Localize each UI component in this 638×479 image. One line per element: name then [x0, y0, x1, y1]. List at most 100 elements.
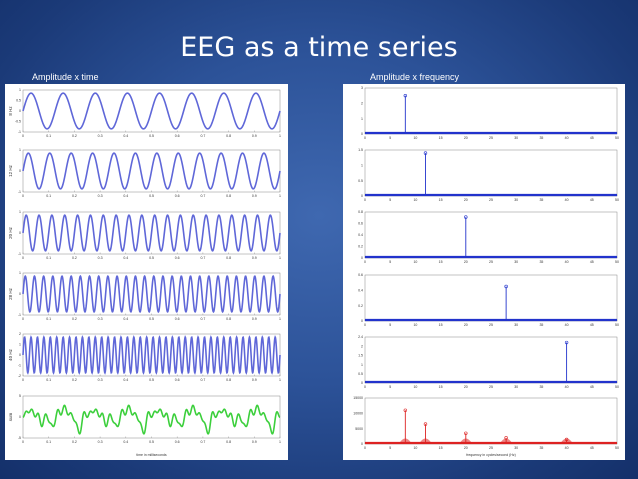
frequency-peak-marker — [564, 340, 569, 345]
frequency-x-tick-label: 5 — [389, 446, 391, 450]
frequency-x-tick-label: 45 — [590, 323, 594, 327]
time-subplot-5: 210-1-20 0.1 0.2 0.3 0.4 0.5 0.6 0.7 0.8 0.9 140 H… — [8, 332, 281, 382]
frequency-x-tick-label: 35 — [539, 446, 543, 450]
time-x-tick-label: 0.2 — [72, 134, 77, 138]
time-x-axis-label: time in milliseconds — [136, 453, 167, 457]
time-y-tick-label: 0 — [19, 415, 21, 419]
frequency-x-tick-label: 50 — [615, 136, 619, 140]
time-x-tick-label: 1 — [279, 256, 281, 260]
frequency-x-tick-label: 10 — [413, 260, 417, 264]
time-x-tick-label: 0.5 — [149, 378, 154, 382]
time-x-tick-label: 0.7 — [200, 194, 205, 198]
frequency-x-tick-label: 25 — [489, 446, 493, 450]
time-x-tick-label: 0.6 — [175, 378, 180, 382]
frequency-x-tick-label: 0 — [364, 446, 366, 450]
frequency-y-tick-label: 0 — [361, 256, 363, 260]
time-subplot-2: 10-10 0.1 0.2 0.3 0.4 0.5 0.6 0.7 0.8 0.9 112 Hz — [8, 148, 281, 198]
time-x-tick-label: 0.9 — [252, 378, 257, 382]
time-y-tick-label: 0 — [19, 169, 21, 173]
frequency-peak-marker — [423, 151, 428, 155]
time-y-tick-label: -1 — [18, 313, 21, 317]
time-y-tick-label: 0.5 — [16, 99, 21, 103]
time-y-tick-label: -2 — [18, 374, 21, 378]
time-x-tick-label: 1 — [279, 440, 281, 444]
time-subplot-4: 10-10 0.1 0.2 0.3 0.4 0.5 0.6 0.7 0.8 0.9 128 Hz — [8, 271, 281, 321]
frequency-y-tick-label: 0 — [361, 381, 363, 385]
time-y-tick-label: -1 — [18, 364, 21, 368]
time-x-tick-label: 0.6 — [175, 256, 180, 260]
time-x-tick-label: 0.7 — [200, 378, 205, 382]
frequency-x-axis-label: frequency in cycles/second (Hz) — [466, 453, 516, 457]
frequency-subplot-frame — [364, 87, 618, 135]
frequency-subplot-frame — [364, 274, 618, 322]
time-x-tick-label: 0.1 — [46, 378, 51, 382]
frequency-x-tick-label: 40 — [565, 323, 569, 327]
frequency-y-tick-label: 2 — [361, 344, 363, 348]
frequency-y-tick-label: 1 — [361, 164, 363, 168]
time-y-tick-label: 1 — [19, 343, 21, 347]
time-x-tick-label: 0.8 — [226, 134, 231, 138]
time-series-line — [22, 335, 281, 375]
frequency-y-tick-label: 0 — [361, 194, 363, 198]
frequency-y-tick-label: 2.4 — [358, 335, 363, 339]
frequency-x-tick-label: 30 — [514, 446, 518, 450]
frequency-x-tick-label: 50 — [615, 260, 619, 264]
frequency-x-tick-label: 50 — [615, 198, 619, 202]
time-y-tick-label: 0 — [19, 231, 21, 235]
frequency-y-tick-label: 1 — [361, 117, 363, 121]
frequency-x-tick-label: 35 — [539, 323, 543, 327]
time-series-line — [22, 152, 281, 190]
frequency-panel-caption: Amplitude x frequency — [370, 72, 460, 82]
time-x-tick-label: 0.8 — [226, 194, 231, 198]
time-x-tick-label: 0.4 — [123, 134, 128, 138]
frequency-x-tick-label: 10 — [413, 446, 417, 450]
frequency-peak-lobe — [500, 438, 513, 443]
time-x-tick-label: 0.7 — [200, 134, 205, 138]
frequency-subplot-2: 1.5 1 0.5 00 5 10 15 20 25 30 35 40 45 50 — [358, 148, 619, 202]
frequency-y-tick-label: 1.5 — [358, 148, 363, 152]
time-x-tick-label: 1 — [279, 194, 281, 198]
time-x-tick-label: 0.7 — [200, 317, 205, 321]
time-series-line — [22, 92, 281, 130]
time-y-tick-label: 2 — [19, 332, 21, 336]
frequency-y-tick-label: 0 — [361, 319, 363, 323]
time-x-tick-label: 0.4 — [123, 194, 128, 198]
time-x-tick-label: 0.2 — [72, 317, 77, 321]
time-x-tick-label: 0.3 — [98, 134, 103, 138]
frequency-x-tick-label: 20 — [464, 446, 468, 450]
time-x-tick-label: 0.6 — [175, 317, 180, 321]
frequency-y-tick-label: 1.5 — [358, 354, 363, 358]
time-y-tick-label: -0.5 — [15, 120, 21, 124]
frequency-peak-marker — [403, 93, 408, 98]
time-y-tick-label: 1 — [19, 210, 21, 214]
frequency-peak-marker — [403, 408, 408, 412]
time-x-tick-label: 0.5 — [149, 134, 154, 138]
time-subplot-3: 10-10 0.1 0.2 0.3 0.4 0.5 0.6 0.7 0.8 0.9 120 Hz — [8, 210, 281, 260]
time-x-tick-label: 0.9 — [252, 317, 257, 321]
frequency-x-tick-label: 45 — [590, 260, 594, 264]
frequency-peak-marker — [423, 422, 428, 426]
frequency-x-tick-label: 40 — [565, 136, 569, 140]
frequency-x-tick-label: 50 — [615, 323, 619, 327]
frequency-x-tick-label: 0 — [364, 198, 366, 202]
time-x-tick-label: 0 — [22, 194, 24, 198]
frequency-x-tick-label: 35 — [539, 198, 543, 202]
time-y-tick-label: 0 — [19, 292, 21, 296]
time-x-tick-label: 0.5 — [149, 317, 154, 321]
frequency-x-tick-label: 50 — [615, 385, 619, 389]
time-x-tick-label: 0.4 — [123, 440, 128, 444]
frequency-x-tick-label: 25 — [489, 136, 493, 140]
frequency-x-tick-label: 20 — [464, 385, 468, 389]
time-subplot-1: 10.50-0.5-10 0.1 0.2 0.3 0.4 0.5 0.6 0.7 0.8 0.9 1… — [8, 88, 281, 138]
frequency-x-tick-label: 45 — [590, 385, 594, 389]
time-y-tick-label: 1 — [19, 148, 21, 152]
frequency-y-tick-label: 15000 — [353, 396, 363, 400]
frequency-x-tick-label: 30 — [514, 385, 518, 389]
time-series-line — [22, 404, 281, 435]
frequency-x-tick-label: 20 — [464, 198, 468, 202]
time-y-tick-label: -1 — [18, 130, 21, 134]
time-x-tick-label: 0.9 — [252, 134, 257, 138]
frequency-x-tick-label: 30 — [514, 260, 518, 264]
time-panel-caption: Amplitude x time — [32, 72, 99, 82]
